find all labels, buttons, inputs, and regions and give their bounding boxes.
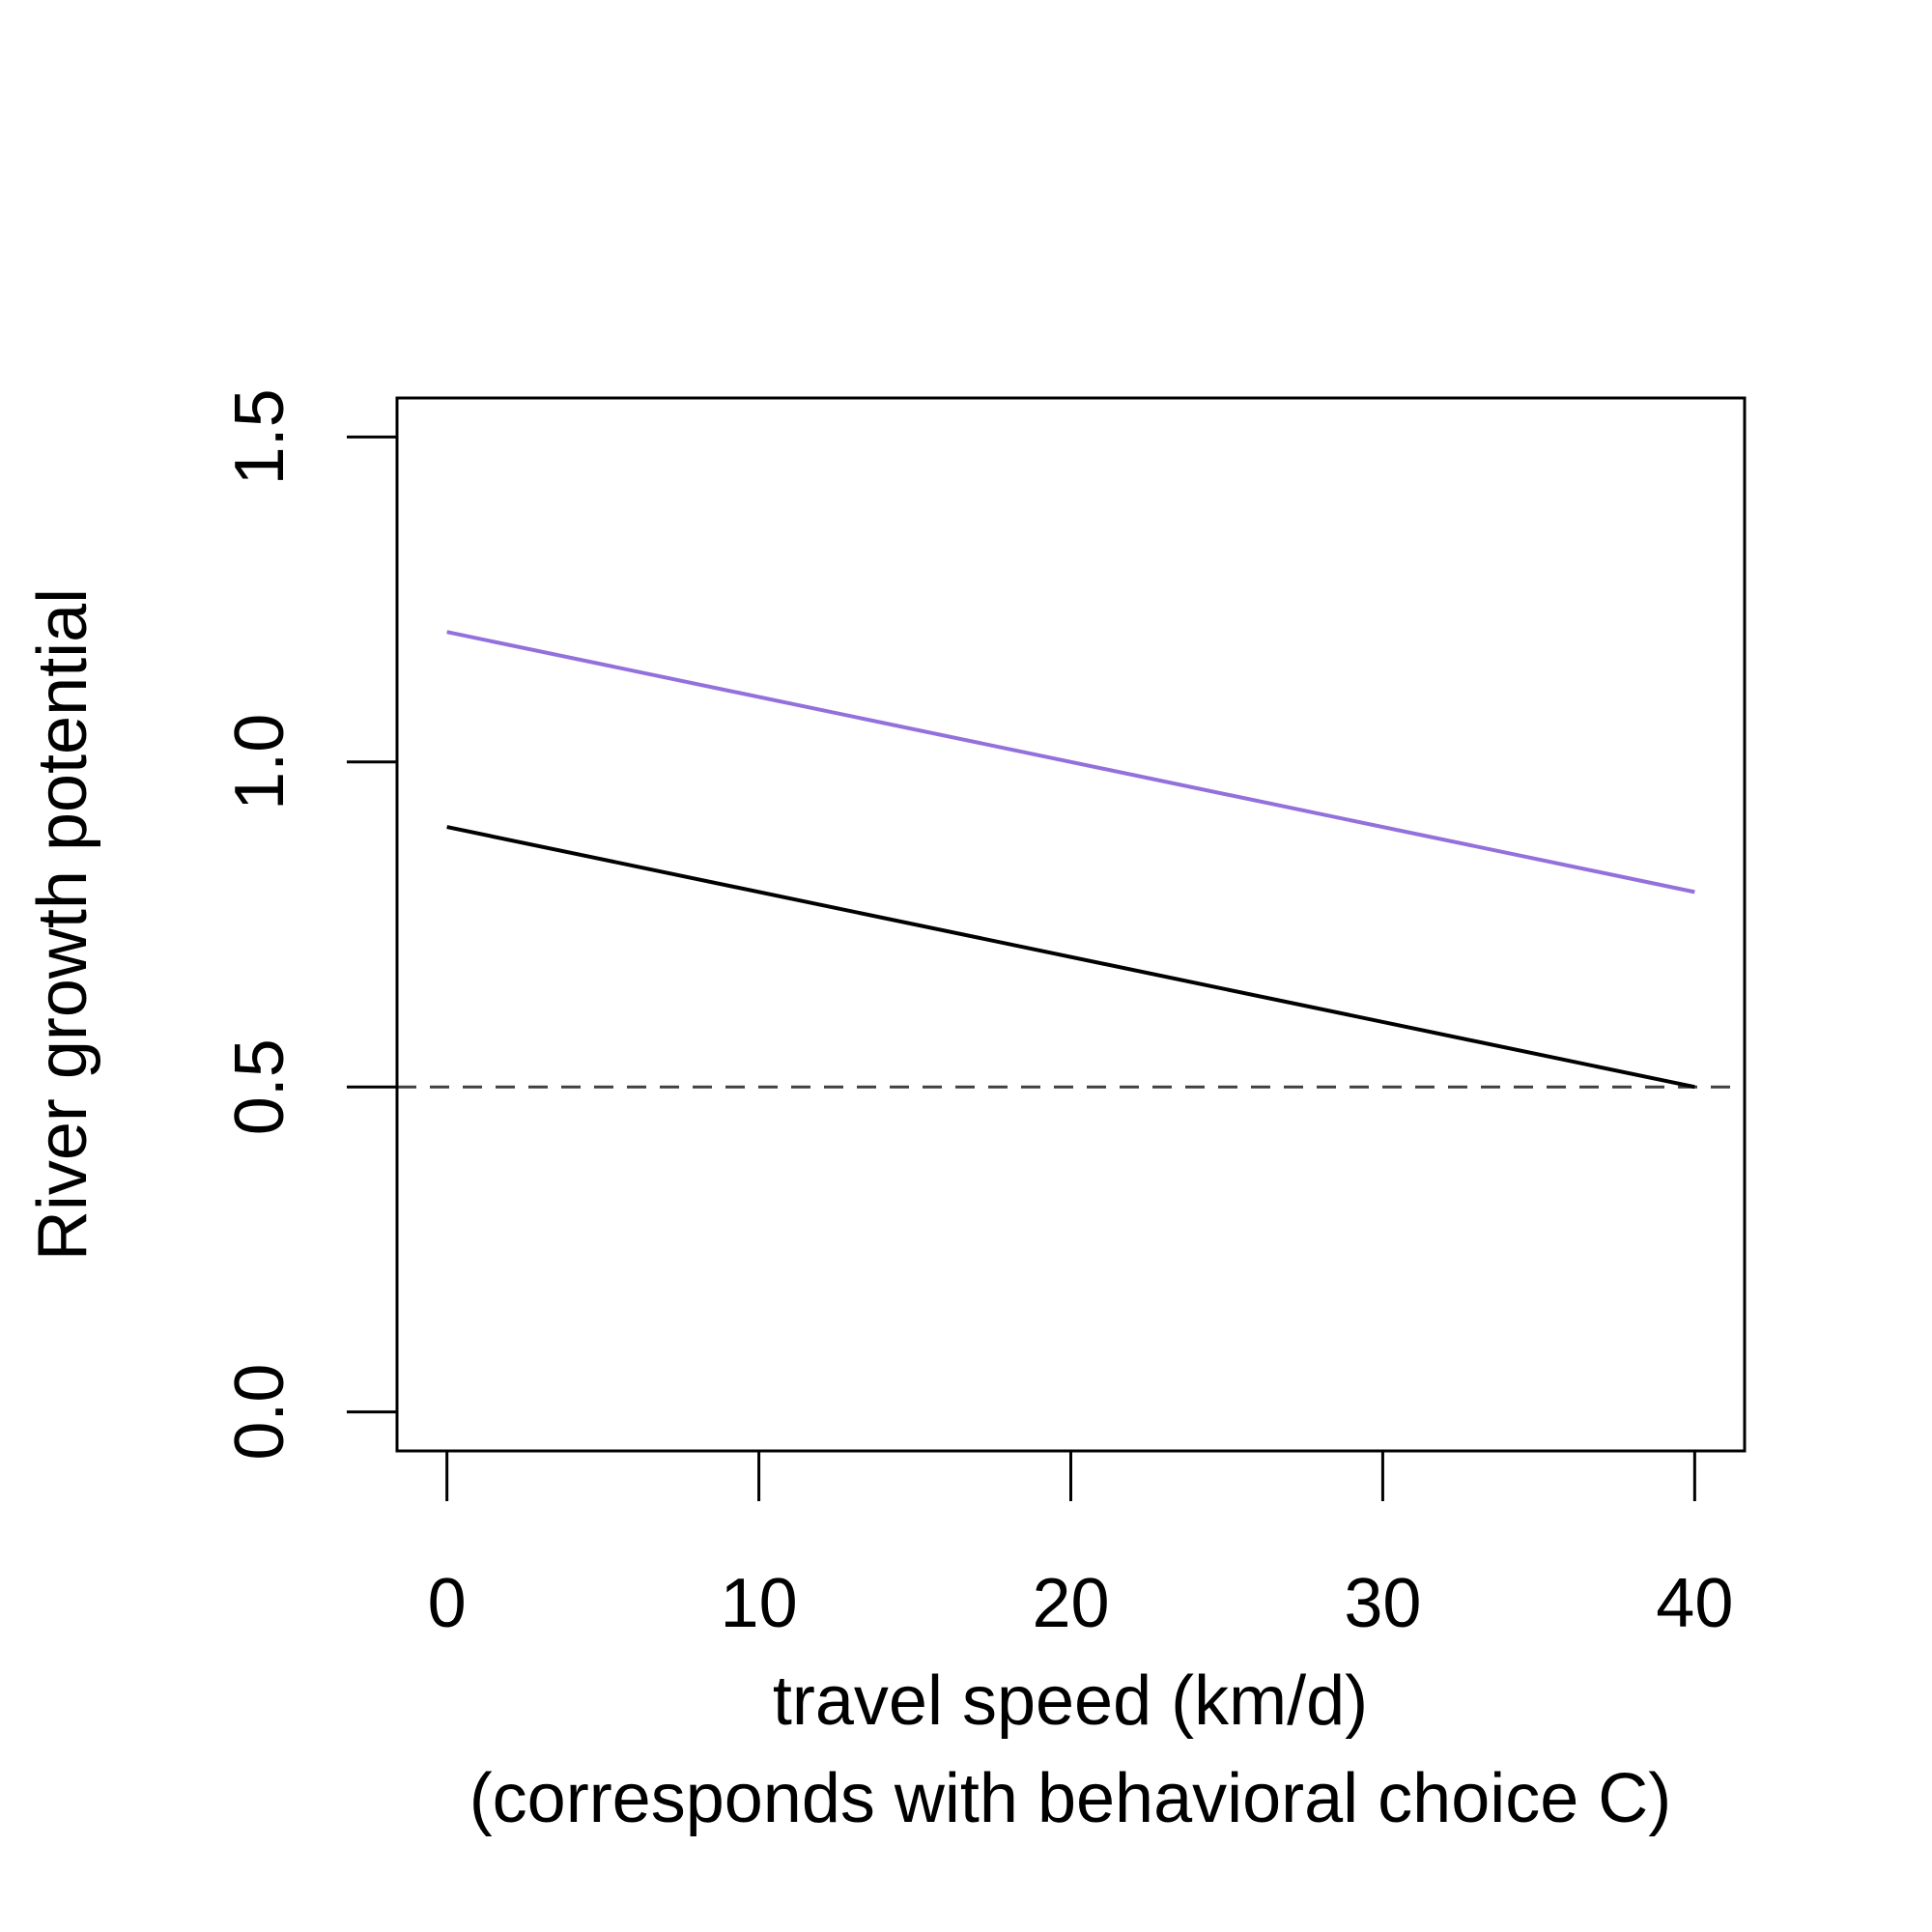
y-axis-title: River growth potential <box>24 588 101 1261</box>
x-tick-label: 20 <box>1032 1565 1109 1642</box>
y-axis: 0.0 0.5 1.0 1.5 <box>221 388 399 1461</box>
series-line-2 <box>446 825 1695 1090</box>
series-layer <box>446 630 1695 1090</box>
y-tick-label: 1.0 <box>221 714 298 810</box>
x-axis-subtitle: (corresponds with behavioral choice C) <box>469 1760 1672 1837</box>
x-axis: 0 10 20 30 40 <box>428 1449 1733 1642</box>
x-tick-label: 40 <box>1656 1565 1733 1642</box>
y-tick-label: 1.5 <box>221 388 298 485</box>
x-tick-label: 30 <box>1344 1565 1421 1642</box>
y-tick-label: 0.5 <box>221 1038 298 1135</box>
x-tick-label: 0 <box>428 1565 467 1642</box>
x-tick-label: 10 <box>721 1565 798 1642</box>
plot-frame <box>395 396 1747 1453</box>
x-axis-title: travel speed (km/d) <box>773 1662 1368 1740</box>
series-line-1 <box>446 630 1695 895</box>
y-tick-label: 0.0 <box>221 1364 298 1461</box>
